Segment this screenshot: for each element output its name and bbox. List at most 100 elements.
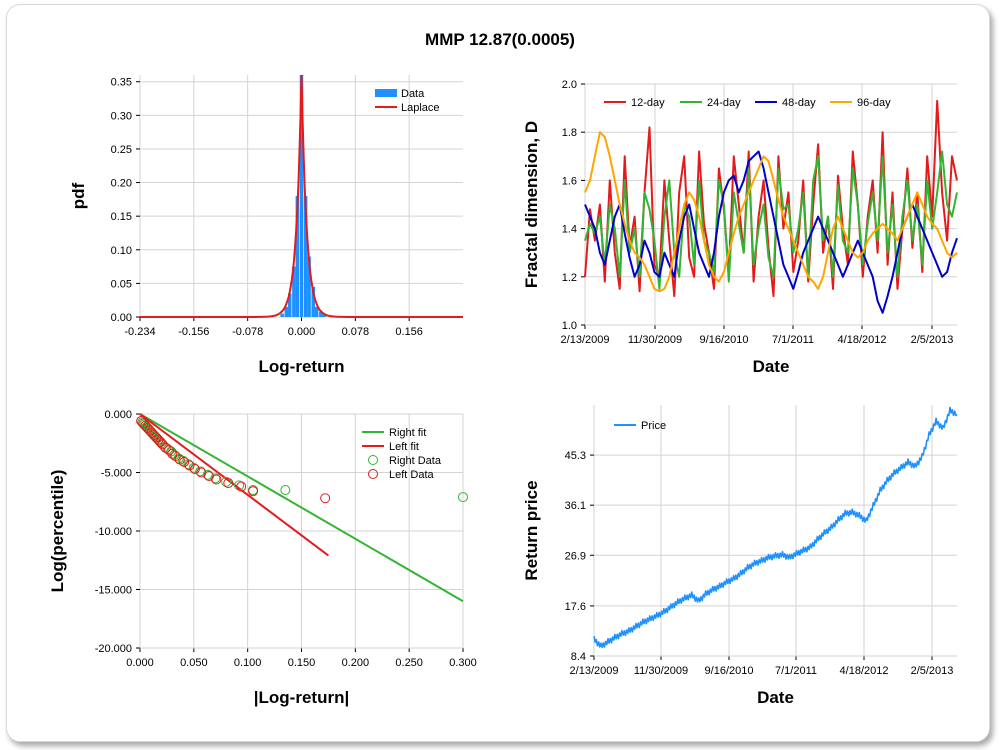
x-tick-label: 11/30/2009 <box>628 334 682 346</box>
left-data-point <box>236 481 247 492</box>
x-tick-label: 0.200 <box>342 657 370 669</box>
x-axis-label: Log-return <box>259 357 345 376</box>
left-data-point <box>155 437 166 448</box>
x-tick-label: 9/16/2010 <box>705 665 754 677</box>
legend-label-left-fit: Left fit <box>389 441 419 453</box>
y-tick-label: 1.6 <box>562 175 577 187</box>
x-tick-label: 0.000 <box>126 657 154 669</box>
y-tick-label: 0.25 <box>111 144 132 156</box>
x-axis-label: Date <box>753 357 790 376</box>
y-tick-label: 0.00 <box>111 312 132 324</box>
histogram-bar <box>280 313 284 317</box>
y-tick-label: 26.9 <box>565 550 586 562</box>
left-data-point <box>223 478 234 489</box>
x-tick-label: 0.050 <box>180 657 208 669</box>
x-tick-label: 0.250 <box>395 657 423 669</box>
y-tick-label: 2.0 <box>562 79 577 91</box>
x-tick-label: -0.156 <box>178 326 209 338</box>
right-data-point <box>234 480 245 491</box>
histogram-bar <box>295 196 300 317</box>
histogram-bar <box>299 75 304 317</box>
y-tick-label: 36.1 <box>565 500 586 512</box>
pdf-chart: -0.234 -0.156 -0.078 0.000 0.078 0.156 0.00 0.0… <box>69 74 463 376</box>
series-line-24-day <box>584 150 958 290</box>
y-tick-label: 0.15 <box>111 211 132 223</box>
x-tick-label: 0.100 <box>234 657 262 669</box>
y-tick-label: 1.4 <box>562 224 577 236</box>
histogram-bar <box>314 306 319 317</box>
x-tick-label: 0.078 <box>342 326 370 338</box>
x-tick-label: 11/30/2009 <box>634 665 688 677</box>
x-tick-label: 2/5/2013 <box>911 334 954 346</box>
histogram-bar <box>284 306 289 317</box>
price-line <box>593 406 958 649</box>
y-axis-label: Log(percentile) <box>48 470 67 593</box>
histogram-bar <box>307 256 311 317</box>
legend-label-data: Data <box>401 88 425 100</box>
legend-label-laplace: Laplace <box>401 102 440 114</box>
y-axis-label: Fractal dimension, D <box>522 121 541 288</box>
left-data-point <box>167 448 178 459</box>
y-tick-label: 8.4 <box>571 651 586 663</box>
price-chart: 2/13/2009 11/30/2009 9/16/2010 7/1/2011 4/18… <box>522 405 958 707</box>
page-title: MMP 12.87(0.0005) <box>425 30 575 49</box>
y-tick-label: 1.0 <box>562 320 577 332</box>
right-data-point <box>458 492 468 503</box>
right-fit-line <box>139 413 464 603</box>
y-tick-label: -10.000 <box>95 526 132 538</box>
y-tick-label: 17.6 <box>565 601 586 613</box>
x-axis-label: |Log-return| <box>254 688 349 707</box>
legend-label-right-data: Right Data <box>389 455 442 467</box>
x-tick-label: 9/16/2010 <box>700 334 749 346</box>
histogram-bar <box>292 266 296 317</box>
right-data-point <box>280 485 291 496</box>
legend-swatch-data <box>375 89 397 97</box>
y-tick-label: 0.05 <box>111 278 132 290</box>
y-tick-label: -15.000 <box>95 585 132 597</box>
fractal-chart: 2/13/2009 11/30/2009 9/16/2010 7/1/2011 4/18… <box>522 79 958 376</box>
y-tick-label: 0.10 <box>111 245 132 257</box>
right-data-point <box>210 473 221 484</box>
left-data-point <box>211 474 222 485</box>
histogram-bar <box>322 314 327 317</box>
y-tick-label: 45.3 <box>565 450 586 462</box>
y-tick-label: 1.2 <box>562 272 577 284</box>
y-tick-label: 0.30 <box>111 110 132 122</box>
left-data-point <box>164 445 175 456</box>
histogram-bar <box>319 311 323 317</box>
laplace-fit-line <box>140 74 463 318</box>
y-tick-label: 0.20 <box>111 178 132 190</box>
legend-label-48-day: 48-day <box>782 97 816 109</box>
legend-label-12-day: 12-day <box>631 97 665 109</box>
left-data-point <box>248 486 259 497</box>
y-tick-label: -20.000 <box>95 643 132 655</box>
x-tick-label: -0.078 <box>232 326 263 338</box>
x-tick-label: 2/13/2009 <box>570 665 619 677</box>
right-data-point <box>154 435 165 446</box>
x-axis-label: Date <box>757 688 794 707</box>
x-tick-label: 0.000 <box>288 326 316 338</box>
y-axis-label: pdf <box>69 182 88 209</box>
left-data-point <box>157 439 168 450</box>
x-tick-label: 7/1/2011 <box>772 334 814 346</box>
legend-label-right-fit: Right fit <box>389 427 426 439</box>
series-line-96-day <box>584 131 958 293</box>
x-tick-label: 0.300 <box>449 657 477 669</box>
y-axis-label: Return price <box>522 480 541 580</box>
y-tick-label: 1.8 <box>562 127 577 139</box>
left-data-point <box>160 442 171 453</box>
histogram-bar <box>303 196 308 317</box>
tail-chart: 0.000 0.050 0.100 0.150 0.200 0.250 0.300 0.000… <box>48 409 477 707</box>
x-tick-label: 0.150 <box>288 657 316 669</box>
histogram-bar <box>311 286 315 317</box>
x-tick-label: 2/13/2009 <box>561 334 610 346</box>
y-tick-label: 0.000 <box>104 409 132 421</box>
x-tick-label: 4/18/2012 <box>840 665 889 677</box>
left-data-point <box>184 460 195 471</box>
x-tick-label: 7/1/2011 <box>775 665 817 677</box>
x-tick-label: 0.156 <box>395 326 423 338</box>
legend-swatch-right-data <box>368 455 378 465</box>
series-line-48-day <box>584 150 958 314</box>
legend-swatch-left-data <box>368 469 378 479</box>
